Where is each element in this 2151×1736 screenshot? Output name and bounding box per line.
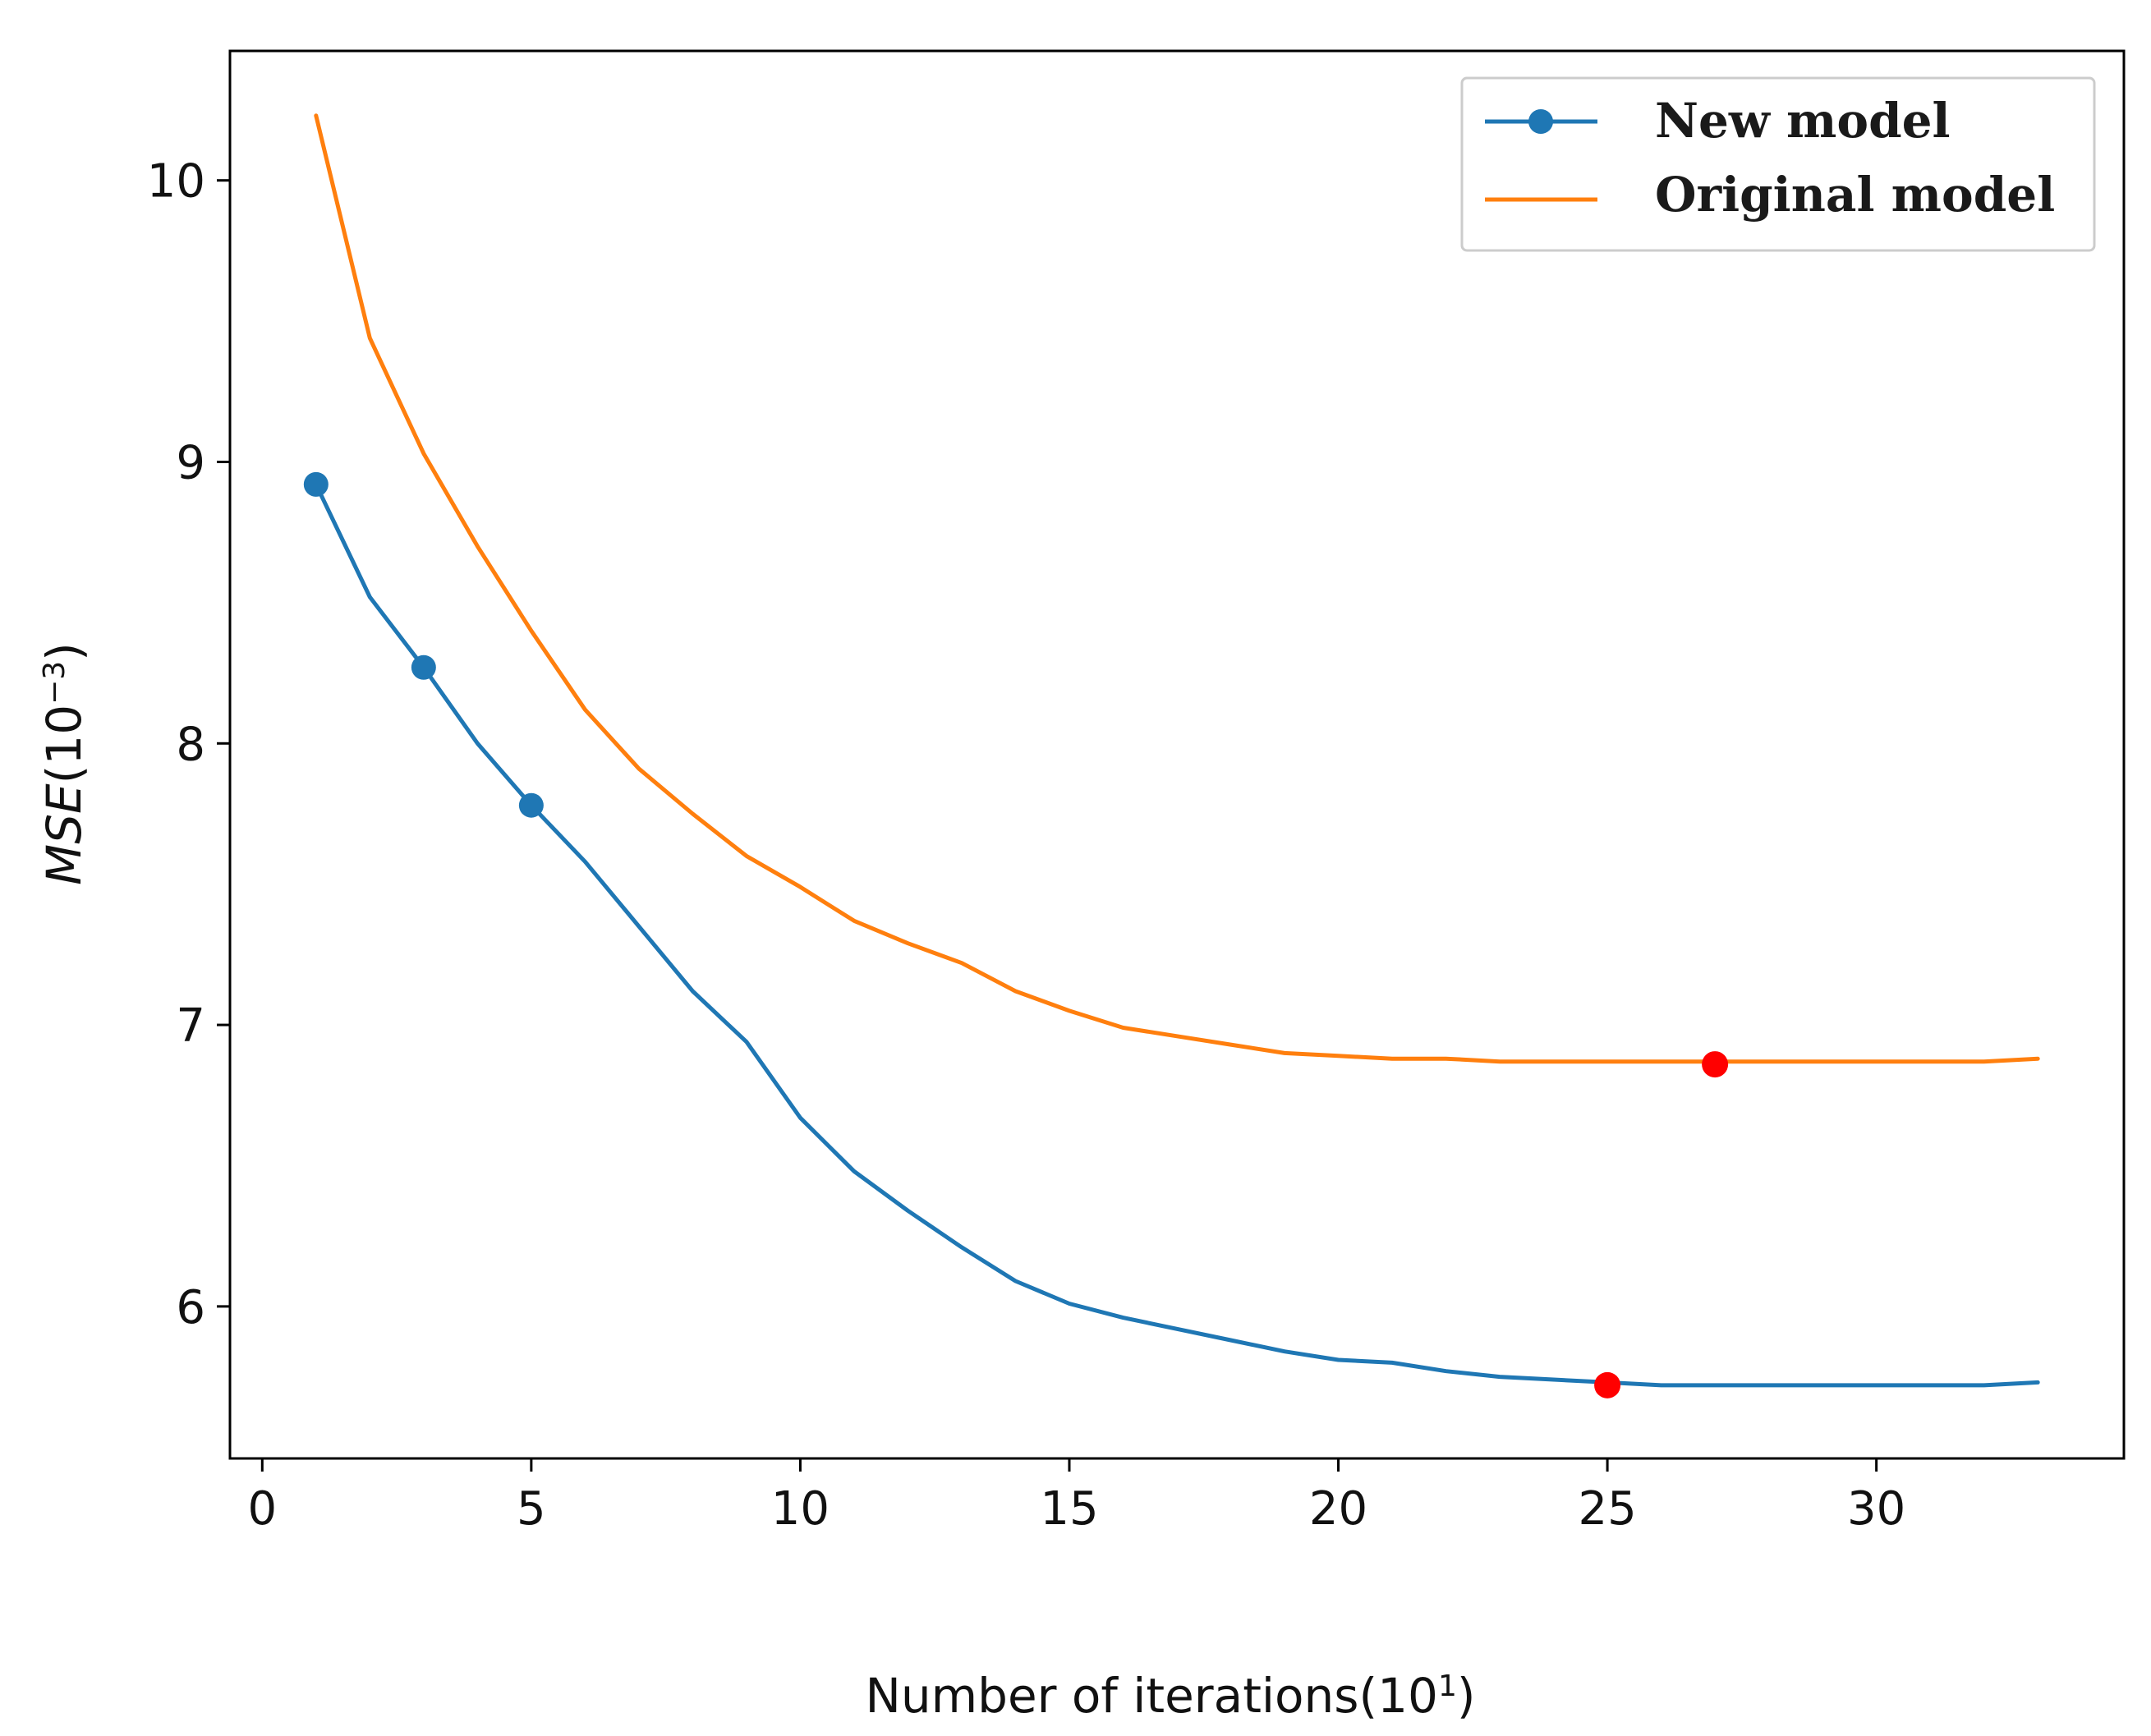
y-tick-label: 6 bbox=[176, 1281, 205, 1334]
x-axis-ticks: 0 5 10 15 20 25 30 bbox=[247, 1458, 1905, 1536]
x-tick-label: 25 bbox=[1578, 1482, 1636, 1536]
y-axis-label: MSE(10−3) bbox=[36, 642, 92, 885]
x-tick-label: 30 bbox=[1847, 1482, 1905, 1536]
highlight-point-new-model bbox=[1594, 1371, 1621, 1398]
data-point-new-model bbox=[518, 792, 544, 818]
legend: New model Original model bbox=[1460, 76, 2096, 252]
plot-area bbox=[303, 113, 2040, 1398]
series-line-new-model bbox=[314, 482, 2040, 1388]
y-tick-label: 8 bbox=[176, 718, 205, 771]
x-tick-label: 20 bbox=[1309, 1482, 1367, 1536]
x-axis-label: Number of iterations(101) bbox=[866, 1668, 1476, 1724]
x-tick-label: 15 bbox=[1040, 1482, 1098, 1536]
legend-label-new-model: New model bbox=[1655, 93, 1951, 149]
series-line-original-model bbox=[314, 113, 2040, 1064]
x-tick-label: 5 bbox=[517, 1482, 546, 1536]
highlight-point-original-model bbox=[1702, 1051, 1729, 1078]
y-tick-label: 7 bbox=[176, 999, 205, 1053]
data-point-new-model bbox=[303, 471, 329, 497]
plot-frame bbox=[228, 49, 2126, 1460]
y-axis-ticks: 6 7 8 9 10 bbox=[147, 155, 230, 1334]
x-tick-label: 10 bbox=[771, 1482, 830, 1536]
legend-marker-new-model bbox=[1528, 109, 1553, 134]
data-point-new-model bbox=[411, 654, 436, 680]
legend-label-original-model: Original model bbox=[1655, 167, 2055, 223]
legend-box bbox=[1460, 76, 2096, 252]
y-tick-label: 9 bbox=[176, 436, 205, 489]
x-tick-label: 0 bbox=[247, 1482, 277, 1536]
y-tick-label: 10 bbox=[147, 155, 205, 209]
